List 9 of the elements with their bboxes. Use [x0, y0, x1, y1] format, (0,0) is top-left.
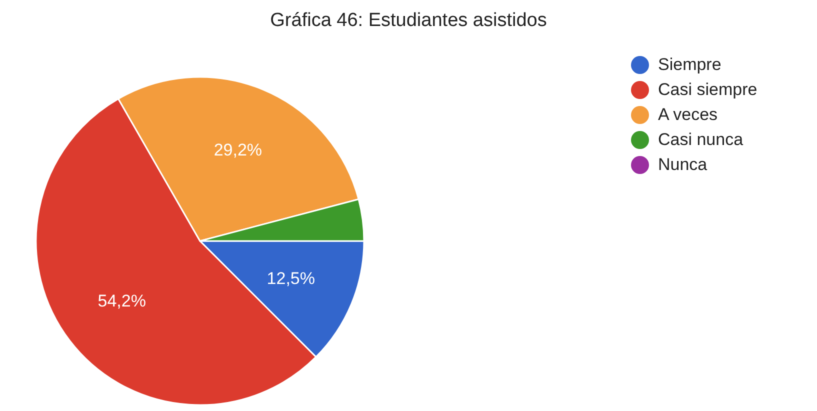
data-label: 12,5%: [266, 269, 316, 288]
legend-label: A veces: [658, 104, 718, 124]
legend-label: Casi nunca: [658, 130, 744, 150]
data-label: 54,2%: [98, 291, 146, 310]
chart-title: Gráfica 46: Estudiantes asistidos: [269, 10, 548, 32]
legend-label: Casi siempre: [658, 80, 758, 100]
legend-label: Nunca: [658, 154, 708, 174]
data-label: 29,2%: [214, 140, 262, 160]
legend-label: Siempre: [658, 54, 722, 74]
